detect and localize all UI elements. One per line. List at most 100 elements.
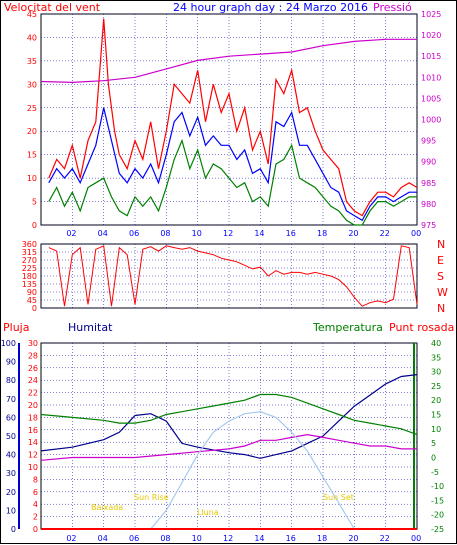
pressure-y-tick-label: 980 (421, 200, 436, 209)
direction-y-tick-label: 0 (32, 304, 37, 313)
series-average-line (48, 107, 417, 222)
x-tick-label: 12 (223, 534, 233, 543)
x-tick-label: 10 (192, 229, 202, 238)
direction-y-tick-label: 360 (22, 240, 37, 249)
annotation-sunrise: Sun Rise (134, 493, 169, 502)
rain-y-tick-label: 8 (33, 475, 38, 484)
x-tick-label: 10 (192, 534, 202, 543)
x-tick-label: 08 (160, 534, 170, 543)
humidity-y-tick-label: 40 (6, 451, 16, 460)
x-tick-label: 18 (317, 229, 327, 238)
series-gust-line (48, 18, 418, 217)
pressure-y-tick-label: 990 (421, 158, 436, 167)
pressure-y-tick-label: 1000 (421, 116, 441, 125)
pressure-y-tick-label: 1020 (421, 31, 441, 40)
temperature-y-tick-label: 35 (431, 353, 441, 362)
rain-y-tick-label: 20 (28, 401, 38, 410)
wind-y-tick-label: 5 (32, 198, 37, 207)
humidity-y-tick-label: 90 (6, 358, 16, 367)
humidity-y-tick-label: 60 (6, 413, 16, 422)
series-pressure-line (40, 38, 417, 84)
x-tick-label: 22 (380, 534, 390, 543)
series-solar-line (150, 411, 355, 530)
wind-y-tick-label: 40 (27, 33, 37, 42)
pressure-y-tick-label: 1010 (421, 73, 441, 82)
humidity-axis-title: Humitat (68, 321, 113, 334)
rain-y-tick-label: 24 (28, 376, 38, 385)
temperature-y-tick-label: 10 (431, 425, 441, 434)
compass-letter: W (437, 286, 448, 299)
temperature-y-tick-label: 40 (431, 339, 441, 348)
x-tick-label: 06 (129, 534, 139, 543)
humidity-y-tick-label: 70 (6, 395, 16, 404)
temperature-y-tick-label: -25 (431, 525, 444, 534)
annotation-lluna: Lluna (197, 508, 219, 517)
rain-y-tick-label: 16 (28, 426, 38, 435)
x-tick-label: 20 (348, 229, 358, 238)
annotation-sunset: Sun Set (323, 493, 354, 502)
rain-y-tick-label: 12 (28, 451, 38, 460)
pressure-y-tick-label: 1005 (421, 94, 441, 103)
humidity-y-tick-label: 100 (1, 339, 16, 348)
temperature-axis-title: Temperatura (312, 321, 383, 334)
annotation-baixada: Baixada (91, 503, 123, 512)
x-tick-label: 02 (66, 229, 76, 238)
pressure-y-tick-label: 985 (421, 179, 436, 188)
temperature-y-tick-label: 25 (431, 382, 441, 391)
temperature-y-tick-label: 15 (431, 411, 441, 420)
compass-letter: E (437, 254, 444, 267)
rain-y-tick-label: 28 (28, 351, 38, 360)
series-wind-line (48, 138, 417, 226)
temperature-y-tick-label: 0 (431, 453, 436, 462)
rain-y-tick-label: 18 (28, 413, 38, 422)
x-tick-label: 00 (411, 229, 421, 238)
pressure-y-tick-label: 975 (421, 221, 436, 230)
rain-axis-title: Pluja (3, 321, 29, 334)
temperature-y-tick-label: -5 (431, 468, 439, 477)
direction-y-tick-label: 315 (22, 248, 37, 257)
rain-y-tick-label: 30 (28, 339, 38, 348)
wind-y-tick-label: 20 (27, 127, 37, 136)
humidity-y-tick-label: 10 (6, 506, 16, 515)
direction-y-tick-label: 180 (22, 272, 37, 281)
wind-y-tick-label: 25 (27, 104, 37, 113)
humidity-y-tick-label: 80 (6, 376, 16, 385)
direction-y-tick-label: 45 (27, 296, 37, 305)
direction-y-tick-label: 90 (27, 288, 37, 297)
x-tick-label: 00 (411, 534, 421, 543)
x-tick-label: 04 (98, 229, 108, 238)
x-tick-label: 14 (254, 534, 264, 543)
rain-y-tick-label: 26 (28, 364, 38, 373)
pressure-y-tick-label: 1025 (421, 10, 441, 19)
humidity-y-tick-label: 50 (6, 432, 16, 441)
humidity-y-tick-label: 0 (11, 525, 16, 534)
rain-y-tick-label: 4 (33, 500, 38, 509)
x-tick-label: 08 (160, 229, 170, 238)
x-tick-label: 16 (286, 229, 296, 238)
temperature-y-tick-label: -15 (431, 496, 444, 505)
x-tick-label: 12 (223, 229, 233, 238)
rain-y-tick-label: 2 (33, 513, 38, 522)
series-direction-line (48, 245, 418, 307)
series-punt-rosada-line (40, 433, 417, 461)
humidity-y-tick-label: 30 (6, 469, 16, 478)
compass-letter: S (437, 270, 444, 283)
wind-y-tick-label: 30 (27, 80, 37, 89)
wind-y-tick-label: 10 (27, 174, 37, 183)
direction-y-tick-label: 135 (22, 280, 37, 289)
x-tick-label: 18 (317, 534, 327, 543)
pressure-y-tick-label: 995 (421, 137, 436, 146)
dewpoint-axis-title: Punt rosada (389, 321, 454, 334)
rain-y-tick-label: 10 (28, 463, 38, 472)
x-tick-label: 06 (129, 229, 139, 238)
rain-y-tick-label: 6 (33, 488, 38, 497)
compass-letter: N (437, 302, 445, 315)
chart-title: 24 hour graph day : 24 Marzo 2016 (173, 1, 368, 14)
x-tick-label: 16 (286, 534, 296, 543)
x-tick-label: 20 (348, 534, 358, 543)
pressure-axis-title: Pressió (373, 1, 412, 14)
wind-y-tick-label: 15 (27, 151, 37, 160)
direction-y-tick-label: 225 (22, 264, 37, 273)
wind-speed-axis-title: Velocitat del vent (4, 1, 101, 14)
